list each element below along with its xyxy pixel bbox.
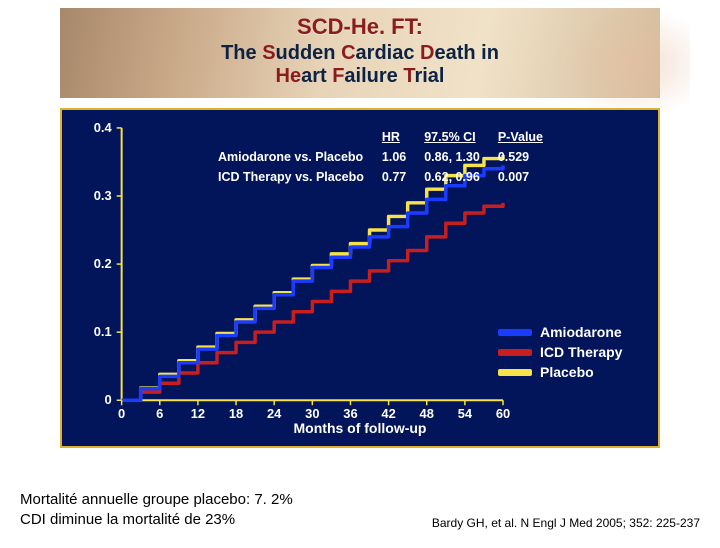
svg-text:0.4: 0.4 bbox=[94, 120, 113, 135]
svg-text:24: 24 bbox=[267, 406, 282, 421]
x-axis-label: Months of follow-up bbox=[68, 420, 652, 436]
citation: Bardy GH, et al. N Engl J Med 2005; 352:… bbox=[432, 516, 700, 530]
svg-text:0.1: 0.1 bbox=[94, 324, 112, 339]
legend-label-icd: ICD Therapy bbox=[540, 344, 622, 360]
svg-text:6: 6 bbox=[156, 406, 163, 421]
legend-label-placebo: Placebo bbox=[540, 364, 594, 380]
legend: Amiodarone ICD Therapy Placebo bbox=[498, 320, 638, 384]
svg-text:42: 42 bbox=[381, 406, 395, 421]
svg-text:30: 30 bbox=[305, 406, 319, 421]
stats-row-amiodarone: Amiodarone vs. Placebo 1.06 0.86, 1.30 0… bbox=[210, 148, 551, 166]
legend-swatch-amiodarone bbox=[498, 329, 532, 336]
stats-hdr-p: P-Value bbox=[490, 128, 551, 146]
footer: Mortalité annuelle groupe placebo: 7. 2%… bbox=[0, 490, 720, 531]
svg-text:54: 54 bbox=[458, 406, 473, 421]
svg-text:48: 48 bbox=[420, 406, 434, 421]
legend-swatch-placebo bbox=[498, 369, 532, 376]
legend-swatch-icd bbox=[498, 349, 532, 356]
stats-table: HR 97.5% CI P-Value Amiodarone vs. Place… bbox=[208, 126, 553, 188]
footer-left-line2: CDI diminue la mortalité de 23% bbox=[20, 510, 293, 530]
stats-hdr-ci: 97.5% CI bbox=[416, 128, 488, 146]
stats-hdr-hr: HR bbox=[374, 128, 414, 146]
legend-row-amiodarone: Amiodarone bbox=[498, 324, 638, 340]
svg-text:36: 36 bbox=[343, 406, 357, 421]
svg-text:18: 18 bbox=[229, 406, 243, 421]
svg-text:0: 0 bbox=[118, 406, 125, 421]
svg-text:0: 0 bbox=[105, 392, 112, 407]
mortality-chart: 0 6 12 18 24 30 36 42 48 54 60 0 0.1 0.2 0.3 0.4 HR 97… bbox=[60, 108, 660, 448]
stats-hdr-blank bbox=[210, 128, 372, 146]
stats-row-icd: ICD Therapy vs. Placebo 0.77 0.62, 0.96 … bbox=[210, 168, 551, 186]
title-banner: SCD-He. FT: The Sudden Cardiac Death in … bbox=[60, 8, 660, 98]
footer-left-line1: Mortalité annuelle groupe placebo: 7. 2% bbox=[20, 490, 293, 510]
legend-row-icd: ICD Therapy bbox=[498, 344, 638, 360]
svg-text:60: 60 bbox=[496, 406, 510, 421]
legend-row-placebo: Placebo bbox=[498, 364, 638, 380]
stats-header-row: HR 97.5% CI P-Value bbox=[210, 128, 551, 146]
svg-text:12: 12 bbox=[191, 406, 205, 421]
banner-line-2: The Sudden Cardiac Death in bbox=[60, 42, 660, 65]
legend-label-amiodarone: Amiodarone bbox=[540, 324, 622, 340]
footer-left: Mortalité annuelle groupe placebo: 7. 2%… bbox=[20, 490, 293, 531]
banner-line-1: SCD-He. FT: bbox=[60, 14, 660, 40]
svg-text:0.2: 0.2 bbox=[94, 256, 112, 271]
banner-line-3: Heart Failure Trial bbox=[60, 65, 660, 88]
svg-text:0.3: 0.3 bbox=[94, 188, 112, 203]
